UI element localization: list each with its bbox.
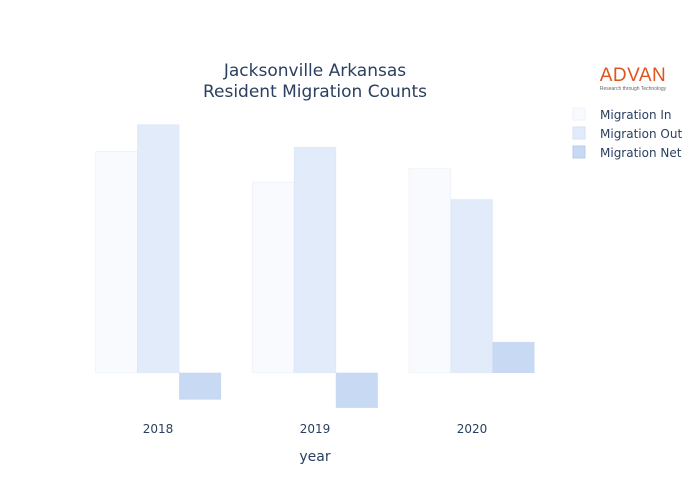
- legend-item-migration-net[interactable]: Migration Net: [572, 145, 682, 160]
- bar-migration-out-2020[interactable]: [450, 199, 493, 374]
- bar-migration-out-2019[interactable]: [293, 146, 337, 374]
- bar-migration-net-2020[interactable]: [492, 341, 535, 374]
- bar-migration-net-2018[interactable]: [178, 372, 222, 400]
- x-tick-label: 2020: [457, 422, 488, 436]
- logo-wordmark: ADVAN: [599, 65, 667, 86]
- chart-title-line-1: Jacksonville Arkansas: [223, 61, 406, 81]
- bar-migration-in-2018[interactable]: [95, 151, 138, 374]
- bar-migration-out-2018[interactable]: [137, 124, 180, 374]
- legend-label: Migration Net: [600, 146, 682, 160]
- legend-label: Migration In: [600, 108, 672, 122]
- legend-label: Migration Out: [600, 127, 682, 141]
- x-tick-label: 2019: [300, 422, 331, 436]
- legend[interactable]: Migration In Migration Out Migration Net: [572, 107, 682, 160]
- legend-swatch: [572, 145, 586, 159]
- bar-migration-net-2019[interactable]: [335, 372, 378, 408]
- x-tick-label: 2018: [143, 422, 174, 436]
- legend-swatch: [572, 126, 586, 140]
- bar-migration-in-2020[interactable]: [408, 168, 452, 374]
- legend-item-migration-out[interactable]: Migration Out: [572, 126, 682, 141]
- logo-tagline: Research through Technology: [599, 86, 667, 92]
- bar-migration-in-2019[interactable]: [252, 181, 295, 374]
- advan-logo: ADVAN Research through Technology: [588, 65, 678, 93]
- bar-group: [95, 124, 535, 408]
- chart-title-line-2: Resident Migration Counts: [203, 82, 427, 102]
- x-axis-title: year: [299, 449, 330, 465]
- legend-swatch: [572, 107, 586, 121]
- legend-item-migration-in[interactable]: Migration In: [572, 107, 672, 122]
